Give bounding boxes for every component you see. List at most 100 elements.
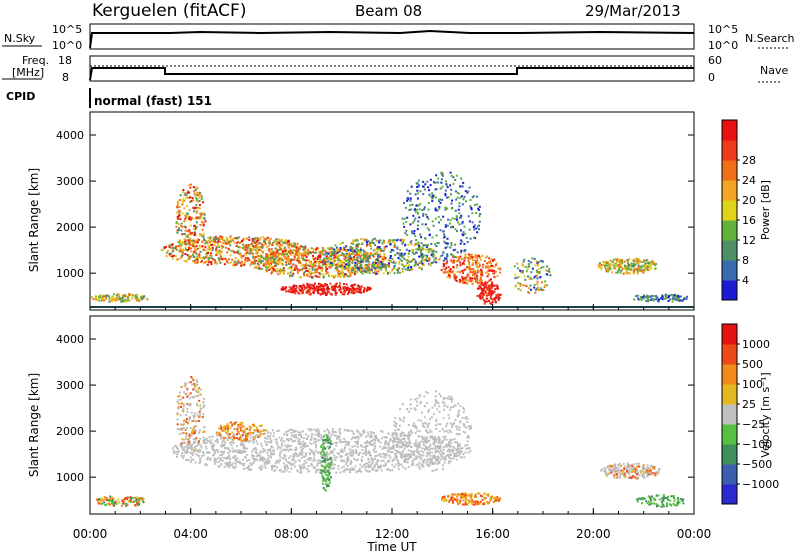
- velocity-return-pixel: [250, 464, 253, 467]
- power-return-pixel: [376, 263, 379, 266]
- power-return-pixel: [420, 259, 423, 262]
- power-return-pixel: [471, 196, 474, 199]
- power-return-pixel: [418, 261, 421, 264]
- power-return-pixel: [281, 286, 284, 289]
- velocity-return-pixel: [247, 467, 250, 470]
- velocity-return-pixel: [363, 464, 366, 466]
- power-return-pixel: [343, 286, 346, 289]
- cpid-panel: CPID normal (fast) 151: [6, 88, 212, 108]
- power-return-pixel: [268, 265, 270, 268]
- power-return-pixel: [296, 248, 299, 251]
- power-return-pixel: [480, 276, 482, 279]
- power-return-pixel: [186, 254, 189, 256]
- velocity-return-pixel: [199, 437, 202, 440]
- velocity-return-pixel: [342, 465, 345, 468]
- power-return-pixel: [167, 249, 169, 252]
- power-return-pixel: [466, 266, 469, 269]
- velocity-return-pixel: [273, 470, 276, 473]
- velocity-return-pixel: [380, 469, 383, 472]
- power-return-pixel: [207, 247, 210, 250]
- power-return-pixel: [476, 260, 479, 262]
- velocity-return-pixel: [366, 452, 369, 454]
- velocity-return-pixel: [315, 446, 317, 449]
- power-return-pixel: [402, 241, 404, 244]
- velocity-return-pixel: [384, 456, 387, 459]
- power-return-pixel: [457, 258, 460, 261]
- velocity-return-pixel: [431, 447, 434, 450]
- power-return-pixel: [621, 268, 624, 271]
- power-return-pixel: [537, 286, 539, 289]
- power-return-pixel: [350, 256, 353, 259]
- velocity-return-pixel: [260, 458, 263, 461]
- power-return-pixel: [289, 250, 292, 253]
- velocity-return-pixel: [211, 454, 214, 457]
- velocity-return-pixel: [353, 444, 356, 447]
- velocity-return-pixel: [239, 436, 242, 439]
- power-return-pixel: [495, 263, 497, 266]
- power-return-pixel: [672, 296, 675, 299]
- velocity-return-pixel: [310, 443, 313, 446]
- power-return-pixel: [316, 247, 318, 250]
- power-return-pixel: [362, 238, 365, 241]
- power-return-pixel: [260, 249, 262, 252]
- power-return-pixel: [196, 194, 199, 197]
- power-return-pixel: [429, 263, 431, 265]
- velocity-return-pixel: [365, 435, 368, 438]
- power-return-pixel: [322, 289, 325, 292]
- power-return-pixel: [354, 251, 357, 253]
- power-return-pixel: [100, 295, 102, 298]
- power-return-pixel: [374, 262, 377, 264]
- power-return-pixel: [189, 237, 192, 240]
- power-return-pixel: [312, 251, 315, 254]
- power-return-pixel: [419, 233, 422, 236]
- power-return-pixel: [401, 217, 404, 220]
- power-return-pixel: [488, 289, 491, 292]
- power-return-pixel: [339, 282, 341, 285]
- power-return-pixel: [240, 264, 243, 267]
- power-return-pixel: [343, 274, 346, 277]
- velocity-return-pixel: [266, 435, 269, 438]
- power-return-pixel: [288, 242, 291, 245]
- power-return-pixel: [360, 285, 363, 288]
- velocity-return-pixel: [198, 462, 201, 465]
- power-return-pixel: [650, 266, 652, 269]
- power-return-pixel: [308, 268, 311, 271]
- power-return-pixel: [185, 216, 188, 218]
- velocity-return-pixel: [329, 459, 332, 462]
- velocity-return-pixel: [343, 437, 346, 440]
- power-return-pixel: [305, 267, 308, 270]
- power-return-pixel: [472, 262, 474, 265]
- power-return-pixel: [349, 273, 352, 276]
- power-return-pixel: [186, 212, 189, 215]
- power-return-pixel: [378, 241, 380, 244]
- power-return-pixel: [322, 258, 325, 261]
- power-return-pixel: [411, 259, 414, 262]
- power-return-pixel: [123, 294, 126, 296]
- velocity-return-pixel: [292, 431, 295, 433]
- velocity-return-pixel: [226, 439, 229, 442]
- power-return-pixel: [195, 257, 198, 260]
- velocity-return-pixel: [334, 430, 337, 433]
- power-return-pixel: [329, 255, 332, 258]
- power-return-pixel: [477, 225, 479, 228]
- velocity-return-pixel: [283, 449, 286, 451]
- velocity-return-pixel: [379, 441, 382, 444]
- velocity-return-pixel: [250, 431, 253, 434]
- power-return-pixel: [417, 243, 420, 246]
- velocity-return-pixel: [328, 437, 331, 439]
- power-return-pixel: [478, 215, 481, 218]
- power-return-pixel: [258, 260, 261, 263]
- velocity-return-pixel: [245, 440, 248, 443]
- power-return-pixel: [339, 291, 342, 294]
- power-return-pixel: [199, 250, 202, 253]
- power-return-pixel: [530, 261, 533, 264]
- power-return-pixel: [350, 271, 353, 274]
- power-return-pixel: [450, 242, 453, 245]
- velocity-return-pixel: [356, 441, 359, 444]
- velocity-return-pixel: [360, 458, 363, 461]
- power-return-pixel: [282, 268, 285, 271]
- power-return-pixel: [307, 259, 310, 262]
- power-return-pixel: [410, 240, 413, 243]
- velocity-return-pixel: [358, 432, 361, 435]
- velocity-return-pixel: [329, 451, 332, 454]
